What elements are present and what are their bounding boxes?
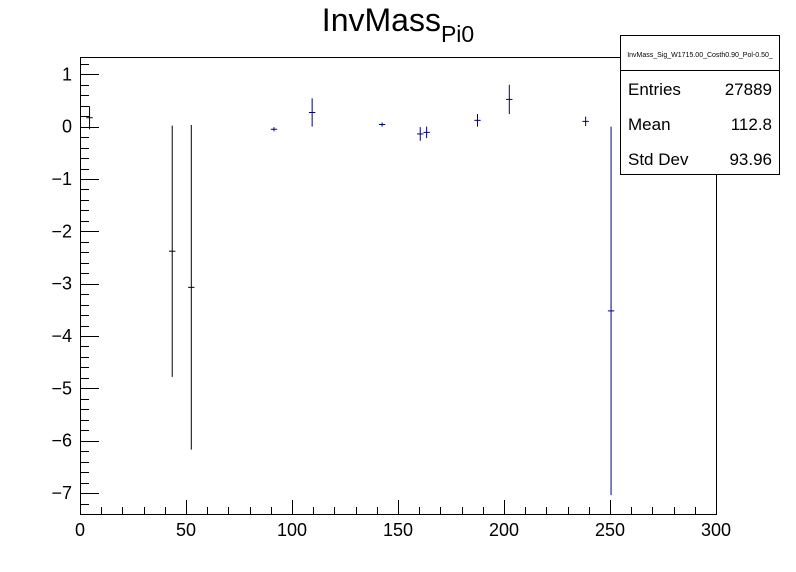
chart-title-subscript: Pi0: [441, 21, 474, 47]
y-tick-label: −3: [51, 274, 72, 294]
data-point: [607, 126, 615, 496]
data-point: [188, 125, 195, 450]
stats-entries-label: Entries: [628, 80, 681, 99]
stats-stddev-label: Std Dev: [628, 150, 689, 169]
plot-frame: [80, 57, 717, 515]
x-tick-label: 50: [176, 520, 196, 540]
x-tick-label: 200: [489, 520, 519, 540]
x-tick-label: 300: [701, 520, 731, 540]
y-tick-label: −1: [51, 169, 72, 189]
data-point: [378, 122, 386, 127]
tick-labels: 0 50 100 150 200 250 300 −7 −6 −5 −4 −3 −2 −1 0 1: [51, 64, 731, 540]
x-tick-label: 150: [383, 520, 413, 540]
data-point: [308, 98, 316, 127]
chart-title: InvMassPi0: [322, 2, 474, 47]
stats-box: InvMass_Sig_W1715.00_Costh0.90_Pol-0.50_…: [620, 35, 780, 175]
y-tick-label: −2: [51, 221, 72, 241]
y-tick-label: 0: [62, 117, 72, 137]
data-point: [86, 106, 93, 130]
y-tick-label: −6: [51, 431, 72, 451]
chart-title-main: InvMass: [322, 2, 441, 38]
stats-mean-value: 112.8: [731, 115, 772, 134]
stats-entries-value: 27889: [725, 80, 772, 99]
data-point: [506, 84, 513, 115]
data-point: [582, 116, 589, 127]
data-point: [270, 127, 278, 132]
x-tick-label: 250: [595, 520, 625, 540]
stats-mean-label: Mean: [628, 115, 671, 134]
data-point: [169, 125, 176, 377]
x-tick-label: 0: [75, 520, 85, 540]
stats-stddev-value: 93.96: [729, 150, 772, 169]
y-tick-label: −4: [51, 326, 72, 346]
y-tick-label: −5: [51, 378, 72, 398]
data-point: [417, 127, 424, 141]
y-tick-label: −7: [51, 483, 72, 503]
stats-box-name: InvMass_Sig_W1715.00_Costh0.90_Pol-0.50_: [627, 52, 773, 59]
data-points: [86, 84, 615, 496]
y-tick-label: 1: [62, 64, 72, 84]
axis-ticks: [80, 64, 717, 515]
data-point: [423, 126, 430, 139]
x-tick-label: 100: [277, 520, 307, 540]
stats-box-frame: [620, 35, 780, 175]
data-point: [474, 114, 481, 127]
